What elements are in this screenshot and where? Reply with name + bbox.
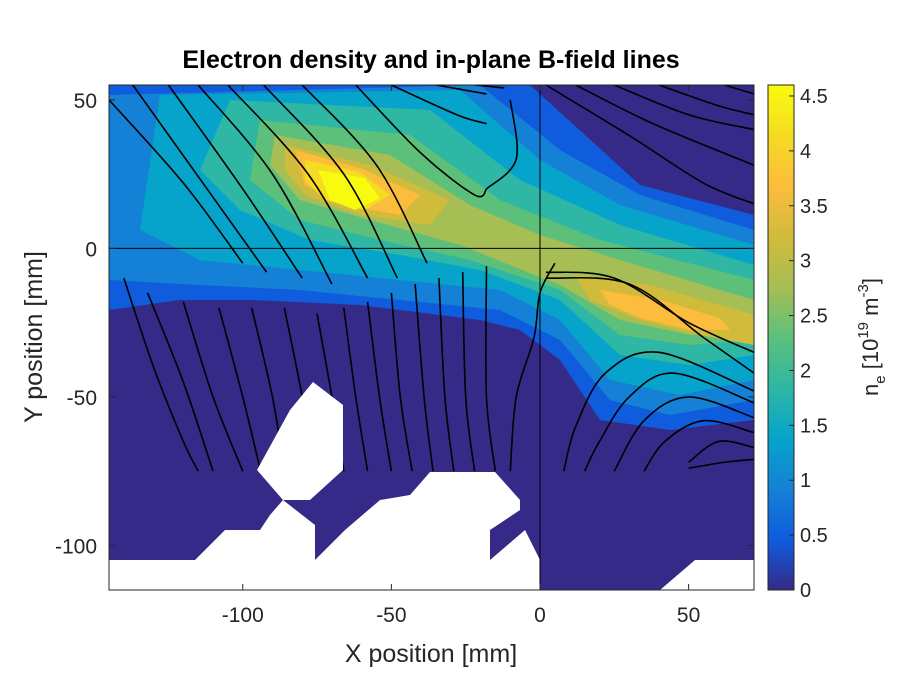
colorbar-axis: 0 0.5 1 1.5 2 2.5 3 3.5 4 4.5 <box>789 86 828 602</box>
field-line-29 <box>182 301 244 472</box>
colorbar-tick-label: 0 <box>800 580 811 602</box>
missing-data-mask <box>109 382 754 590</box>
colorbar-tick-label: 4 <box>800 141 811 163</box>
field-line-35 <box>366 301 393 472</box>
field-line-23 <box>613 396 754 472</box>
field-line-15 <box>614 85 754 131</box>
field-line-16 <box>658 85 754 116</box>
field-line-5 <box>227 85 369 279</box>
density-field <box>109 85 754 430</box>
field-line-8 <box>355 85 488 198</box>
field-line-17 <box>724 85 754 95</box>
field-line-21 <box>562 351 754 472</box>
colorbar-tick-label: 1 <box>800 470 811 492</box>
field-line-30 <box>218 307 262 472</box>
colorbar-tick-label: 3 <box>800 251 811 273</box>
field-line-18 <box>509 262 556 472</box>
field-line-19 <box>545 271 754 354</box>
plot-frame <box>108 84 755 591</box>
field-line-20 <box>545 276 754 374</box>
field-line-14 <box>575 85 754 166</box>
colorbar-label-close: ] <box>858 278 883 284</box>
field-line-40 <box>485 266 497 472</box>
colorbar-label: ne [1019 m-3] <box>855 278 889 396</box>
chart-title: Electron density and in-plane B-field li… <box>182 46 679 74</box>
plot-area <box>109 85 754 590</box>
field-line-26 <box>688 458 754 469</box>
field-line-4 <box>197 85 333 285</box>
colorbar-tick-label: 4.5 <box>800 86 828 108</box>
field-line-22 <box>583 372 754 472</box>
field-line-25 <box>688 440 754 463</box>
field-line-38 <box>438 278 455 472</box>
field-line-3 <box>167 85 303 279</box>
x-tick-label: 0 <box>534 604 546 627</box>
x-axis: -100 -50 0 50 <box>222 85 700 627</box>
field-line-37 <box>414 283 434 472</box>
y-axis-label: Y position [mm] <box>20 251 48 423</box>
mask-region-1 <box>257 382 343 500</box>
field-line-39 <box>461 272 476 472</box>
x-tick-label: 50 <box>677 604 700 627</box>
colorbar-label-exp2: -3 <box>855 284 872 297</box>
y-tick-label: 50 <box>74 90 97 113</box>
field-line-13 <box>545 85 754 205</box>
field-line-34 <box>343 307 369 472</box>
field-line-12 <box>485 99 518 190</box>
colorbar-tick-label: 3.5 <box>800 196 828 218</box>
y-axis: -100 -50 0 50 <box>55 90 754 558</box>
colorbar-label-sub: e <box>872 375 889 383</box>
y-tick-label: -100 <box>55 535 97 558</box>
y-tick-label: -50 <box>67 387 97 410</box>
colorbar <box>767 84 795 591</box>
field-line-27 <box>123 277 199 472</box>
field-line-2 <box>132 85 268 273</box>
x-tick-label: -100 <box>222 604 264 627</box>
colorbar-tick-label: 0.5 <box>800 525 828 547</box>
colorbar-tick-label: 1.5 <box>800 415 828 437</box>
field-line-10 <box>435 85 487 95</box>
field-line-6 <box>262 85 399 279</box>
colorbar-tick-label: 2.5 <box>800 306 828 328</box>
x-tick-label: -50 <box>376 604 406 627</box>
density-band-9 <box>318 170 380 210</box>
mask-region-2 <box>109 472 540 590</box>
field-line-9 <box>391 85 487 125</box>
colorbar-label-exp: 19 <box>855 322 872 339</box>
field-line-24 <box>643 419 754 472</box>
colorbar-tick-label: 2 <box>800 360 811 382</box>
field-line-28 <box>146 292 214 472</box>
y-tick-label: 0 <box>85 238 97 261</box>
x-axis-label: X position [mm] <box>345 640 517 668</box>
colorbar-label-unit: [10 <box>858 339 883 376</box>
density-band-7b <box>600 290 730 330</box>
colorbar-label-unit-mid: m <box>858 298 883 322</box>
field-line-7 <box>301 85 428 264</box>
field-lines <box>109 85 754 472</box>
colorbar-label-main: n <box>858 384 883 396</box>
field-line-36 <box>390 292 413 472</box>
field-line-1 <box>109 99 244 264</box>
mask-region-3 <box>600 560 754 590</box>
